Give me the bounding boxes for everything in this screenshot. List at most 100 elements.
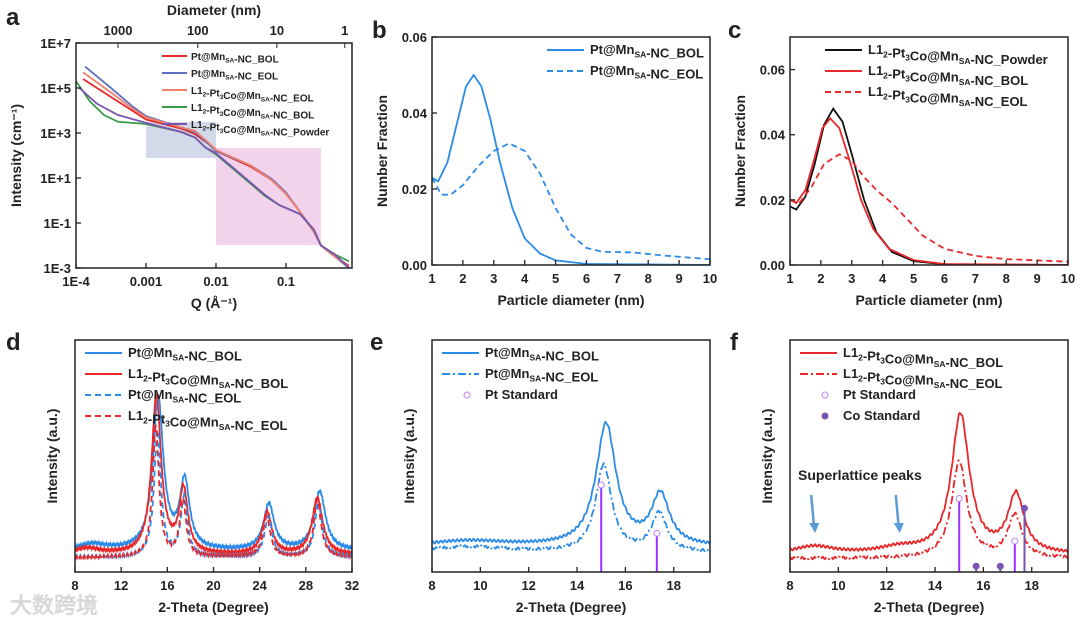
- y-axis-title: Intensity (cm⁻¹): [8, 104, 24, 207]
- plot-frame: [431, 339, 711, 573]
- x-tick-label: 0.1: [277, 274, 295, 289]
- y-tick-label: 0.02: [402, 182, 427, 197]
- x-tick-label: 6: [583, 271, 590, 286]
- series-line-1: [432, 142, 710, 261]
- x-tick-label: 2: [817, 271, 824, 286]
- x-tick-label: 9: [675, 271, 682, 286]
- legend-label: Pt@MnSA-NC_EOL: [128, 387, 241, 405]
- legend-label: Co Standard: [843, 408, 920, 423]
- top-tick-label: 10: [270, 23, 284, 38]
- x-tick-label: 6: [941, 271, 948, 286]
- x-tick-label: 12: [879, 578, 893, 593]
- panel-label: c: [728, 17, 741, 44]
- legend-label: L12-Pt3Co@MnSA-NC_Powder: [868, 42, 1048, 67]
- panel-b: b 1 2 3 4 5 6 7 8 9 10 0.00 0.02 0.04 0.06 Particle dia…: [372, 17, 717, 308]
- x-tick-label: 1: [428, 271, 435, 286]
- panel-d: d 8 12 16 20 24 28 32 2-Theta (Degree) Intensity …: [6, 329, 359, 615]
- watermark: 大数跨境: [10, 594, 99, 619]
- x-tick-label: 8: [786, 578, 793, 593]
- x-axis-title: 2-Theta (Degree): [874, 599, 984, 615]
- top-axis-title: Diameter (nm): [167, 2, 261, 18]
- x-tick-label: 10: [831, 578, 845, 593]
- x-tick-label: 16: [618, 578, 632, 593]
- x-tick-label: 18: [1025, 578, 1039, 593]
- y-tick-label: 0.00: [402, 258, 427, 273]
- x-tick-label: 12: [114, 578, 128, 593]
- y-tick-label: 0.04: [760, 128, 786, 143]
- x-tick-label: 8: [1003, 271, 1010, 286]
- legend-label: Pt@MnSA-NC_EOL: [191, 69, 278, 83]
- y-tick-label: 1E+7: [40, 36, 71, 51]
- x-axis-title: 2-Theta (Degree): [516, 599, 626, 615]
- legend-label: L12-Pt3Co@MnSA-NC_EOL: [191, 86, 314, 105]
- x-tick-label: 16: [160, 578, 174, 593]
- legend-label: Pt@MnSA-NC_BOL: [191, 52, 279, 66]
- x-tick-label: 8: [645, 271, 652, 286]
- series-line-1: [790, 459, 1068, 561]
- reference-marker: [955, 495, 963, 503]
- x-tick-label: 32: [345, 578, 359, 593]
- panel-a: a 1E-4 0.001 0.01 0.1 1E-3 1E-1 1E+1 1E+3 1E+5 1E+…: [6, 2, 353, 311]
- y-axis-title: Intensity (a.u.): [44, 409, 60, 504]
- legend-label: Pt@MnSA-NC_EOL: [485, 366, 598, 384]
- plot-frame: [431, 36, 711, 266]
- panel-label: d: [6, 329, 21, 356]
- x-tick-label: 1E-4: [62, 274, 90, 289]
- x-tick-label: 24: [252, 578, 267, 593]
- y-axis-title: Number Fraction: [732, 95, 748, 207]
- reference-marker: [1020, 504, 1028, 512]
- y-tick-label: 1E-3: [44, 261, 71, 276]
- legend-label: Pt Standard: [843, 387, 916, 402]
- legend-label: L12-Pt3Co@MnSA-NC_BOL: [191, 103, 314, 122]
- series-line-1: [432, 462, 710, 553]
- reference-marker: [1011, 537, 1019, 545]
- x-tick-label: 1: [786, 271, 793, 286]
- x-tick-label: 16: [976, 578, 990, 593]
- legend-marker: [821, 412, 829, 420]
- y-tick-label: 0.02: [760, 193, 785, 208]
- legend-label: Pt@MnSA-NC_BOL: [590, 42, 704, 60]
- series-line-2: [790, 153, 1068, 263]
- x-tick-label: 4: [521, 271, 529, 286]
- panel-e: e 8 10 12 14 16 18 2-Theta (Degree) Intensity (a…: [370, 329, 711, 615]
- x-tick-label: 5: [910, 271, 917, 286]
- x-tick-label: 12: [521, 578, 535, 593]
- series-line-1: [790, 117, 1068, 265]
- arrow-head: [893, 523, 904, 533]
- x-tick-label: 8: [428, 578, 435, 593]
- y-tick-label: 1E+3: [40, 126, 71, 141]
- x-tick-label: 8: [71, 578, 78, 593]
- y-tick-label: 0.00: [760, 258, 785, 273]
- y-tick-label: 0.06: [760, 63, 785, 78]
- top-tick-label: 100: [187, 23, 209, 38]
- x-tick-label: 2: [459, 271, 466, 286]
- y-tick-label: 1E+1: [40, 171, 71, 186]
- annotation-arrow: [809, 494, 816, 529]
- series-line-0: [432, 73, 710, 265]
- legend-label: Pt@MnSA-NC_EOL: [590, 63, 703, 81]
- series-line-1: [75, 393, 352, 557]
- x-axis-title: 2-Theta (Degree): [158, 599, 268, 615]
- legend-label: L12-Pt3Co@MnSA-NC_Powder: [191, 120, 329, 139]
- x-axis-title: Q (Å⁻¹): [191, 295, 237, 311]
- y-tick-label: 1E-1: [44, 216, 71, 231]
- x-tick-label: 9: [1033, 271, 1040, 286]
- series-line-0: [790, 107, 1068, 265]
- legend-label: Pt@MnSA-NC_BOL: [128, 345, 242, 363]
- legend-marker: [821, 391, 829, 399]
- x-tick-label: 4: [879, 271, 887, 286]
- legend-marker: [463, 391, 471, 399]
- x-tick-label: 3: [848, 271, 855, 286]
- panel-f: f 8 10 12 14 16 18 2-Theta (Degree) Intensity (a…: [730, 329, 1069, 615]
- legend-label: Pt@MnSA-NC_BOL: [485, 345, 599, 363]
- y-axis-title: Intensity (a.u.): [759, 409, 775, 504]
- y-tick-label: 0.04: [402, 106, 428, 121]
- panel-label: f: [730, 329, 739, 356]
- x-tick-label: 10: [1061, 271, 1075, 286]
- plot-frame: [789, 339, 1069, 573]
- plot-frame: [789, 36, 1069, 266]
- series-line-3: [75, 423, 352, 561]
- y-tick-label: 1E+5: [40, 81, 71, 96]
